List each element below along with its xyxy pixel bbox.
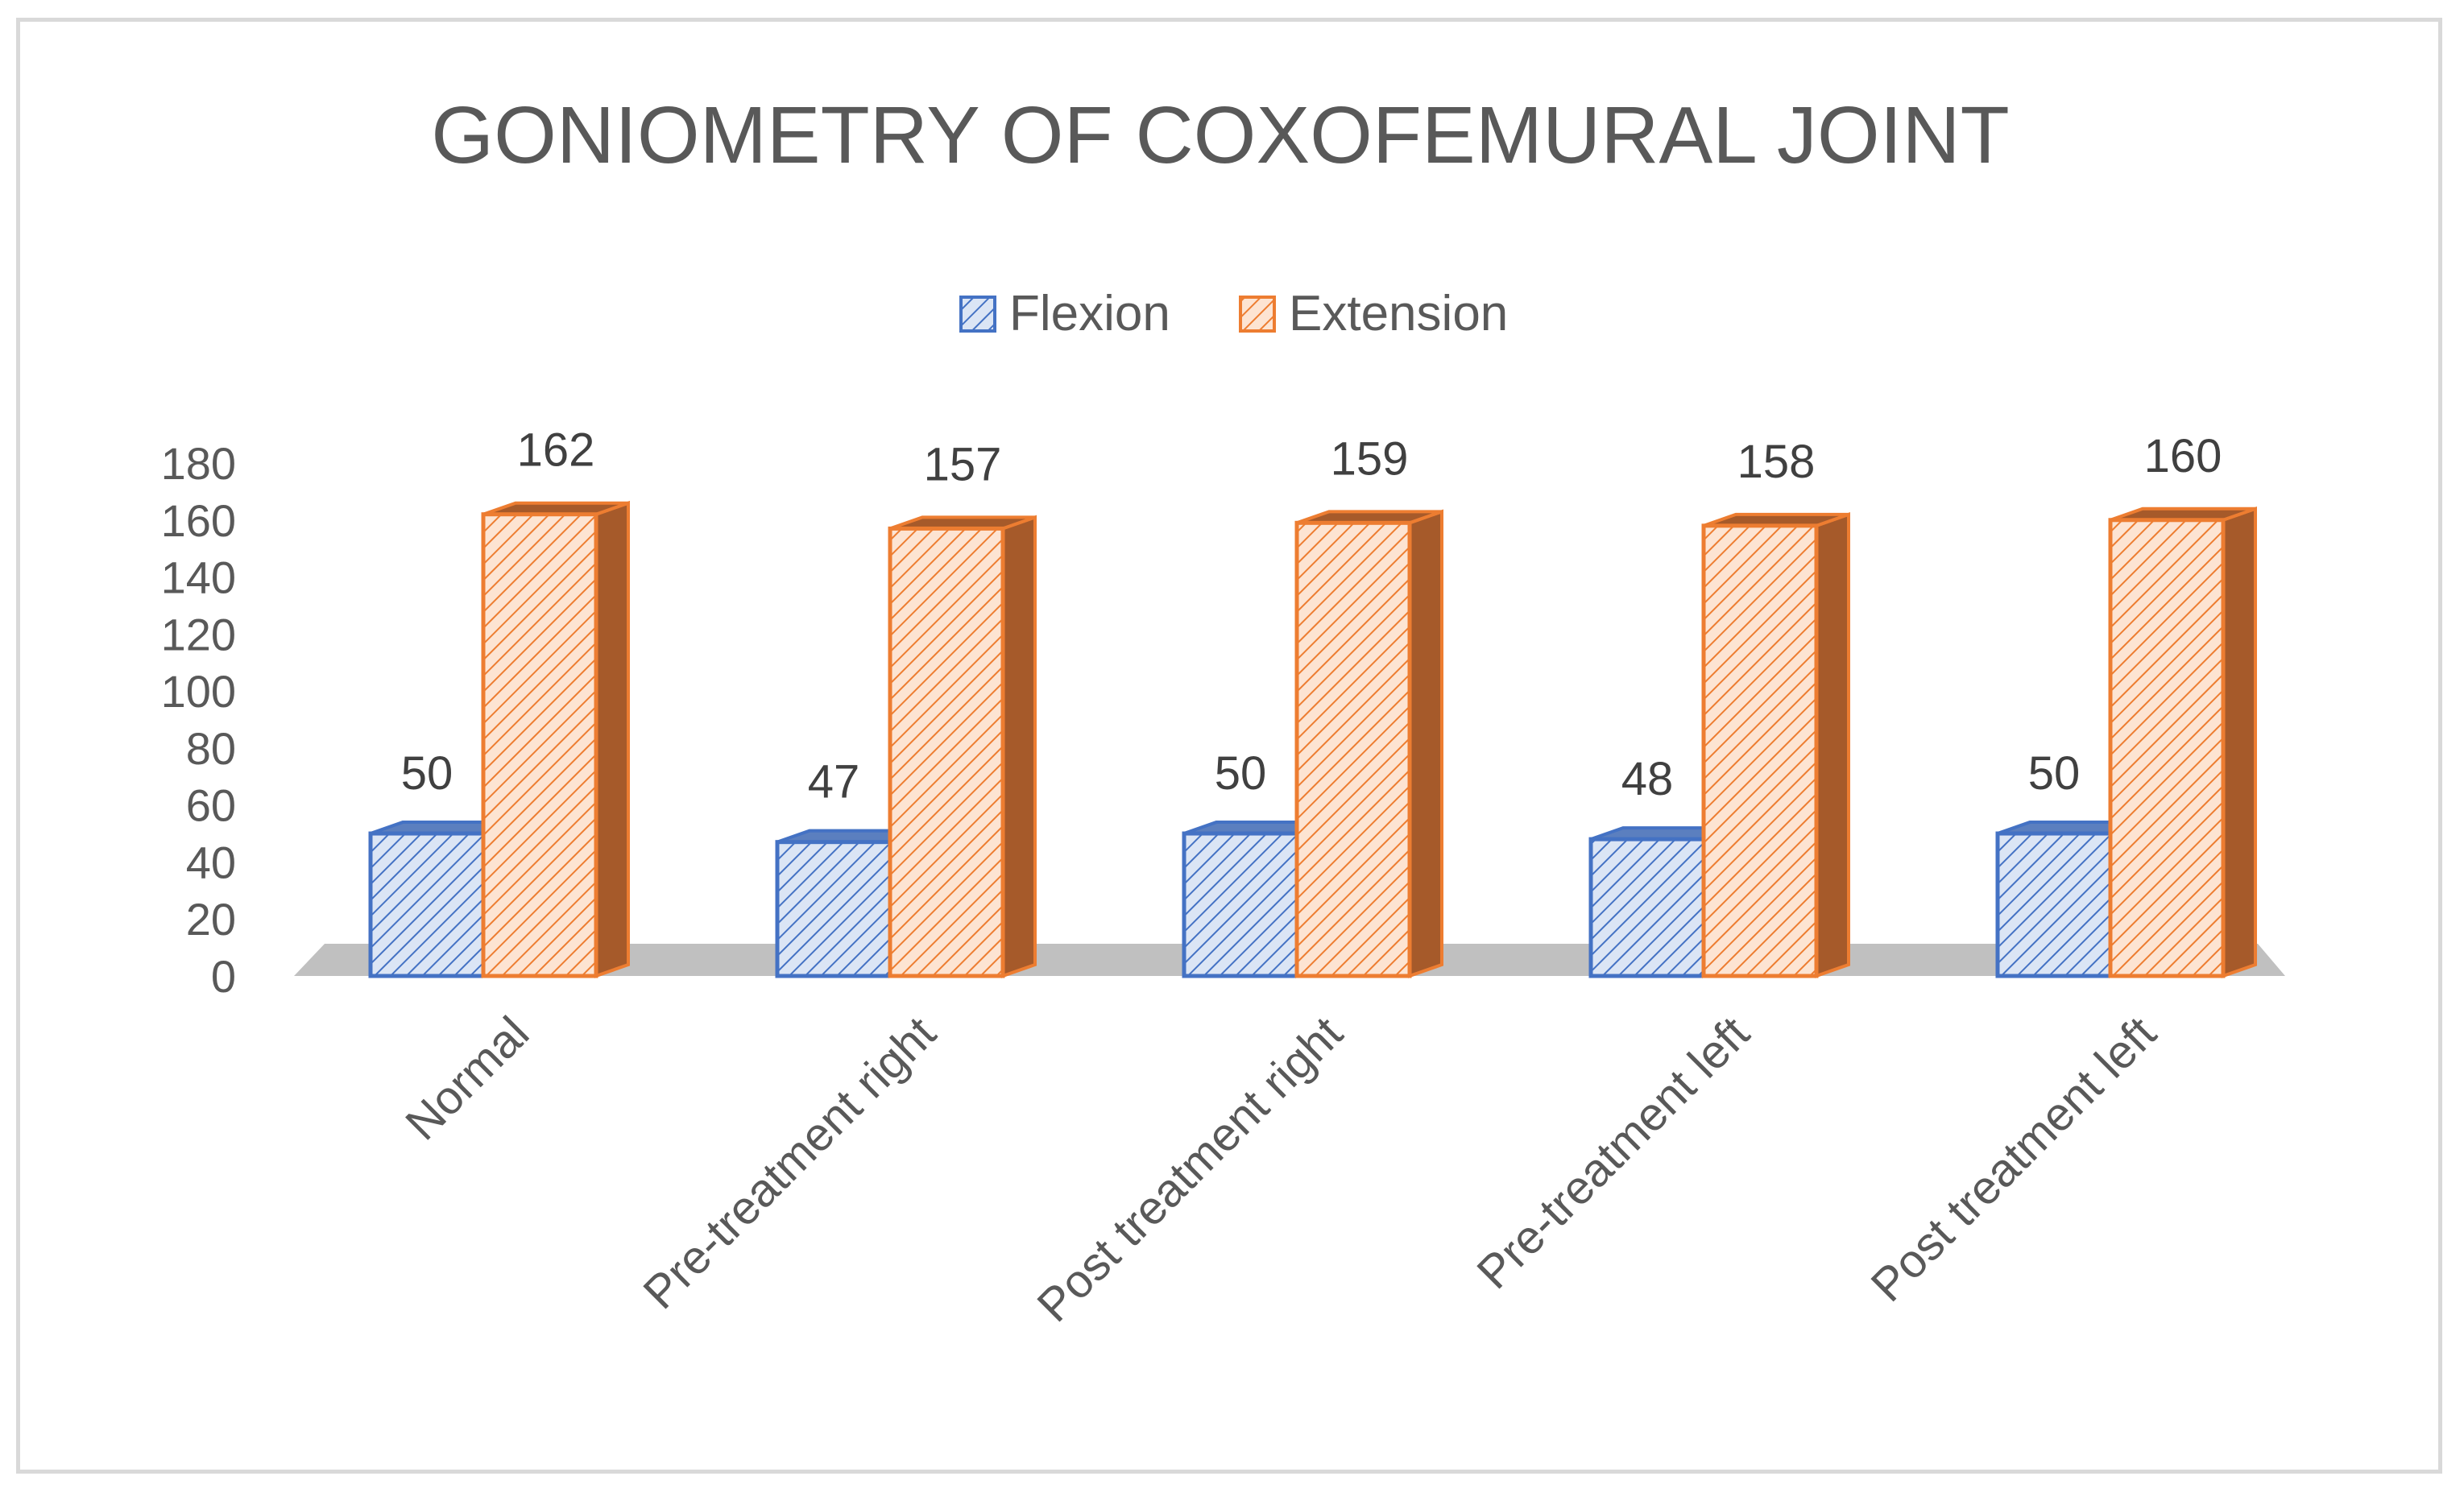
x-tick-label: Post treatment left: [1861, 1007, 2166, 1312]
y-tick-label: 0: [211, 951, 236, 1002]
y-axis: 0 20 40 60 80 100 120 140 160 180: [161, 438, 236, 1002]
bar-front: [1701, 523, 1819, 978]
bar-extension-3: [1701, 512, 1850, 978]
x-tick-label: Normal: [395, 1007, 539, 1150]
legend-swatch-flexion: [959, 296, 996, 333]
chart-title: GONIOMETRY OF COXOFEMURAL JOINT: [431, 90, 2009, 180]
legend-swatch-extension: [1239, 296, 1276, 333]
bar-front: [368, 831, 486, 978]
legend: Flexion Extension: [959, 286, 1508, 341]
chart-frame: GONIOMETRY OF COXOFEMURAL JOINT Flexion …: [16, 18, 2442, 1474]
value-label-extension-4: 160: [2144, 430, 2222, 482]
x-tick-label: Pre-treatment right: [633, 1007, 946, 1319]
x-tick-label: Post treatment right: [1027, 1007, 1352, 1332]
y-tick-label: 140: [161, 552, 236, 603]
value-labels: 50 162 47 157 50 159 48 158 50 160: [401, 424, 2222, 808]
bar-front: [1294, 520, 1412, 978]
bar-front: [481, 512, 598, 978]
value-label-flexion-1: 47: [808, 756, 860, 808]
legend-label-flexion: Flexion: [1009, 286, 1170, 341]
value-label-flexion-3: 48: [1621, 753, 1674, 805]
legend-label-extension: Extension: [1289, 286, 1508, 341]
bar-side: [2222, 506, 2257, 978]
value-label-flexion-0: 50: [401, 747, 453, 800]
value-label-flexion-4: 50: [2028, 747, 2081, 800]
y-tick-label: 80: [186, 723, 236, 774]
bar-side: [1001, 515, 1037, 978]
y-tick-label: 100: [161, 666, 236, 717]
y-tick-label: 160: [161, 495, 236, 546]
chart-svg: GONIOMETRY OF COXOFEMURAL JOINT Flexion …: [161, 90, 2285, 1332]
bar-front: [775, 840, 892, 978]
y-tick-label: 60: [186, 780, 236, 831]
x-axis: Normal Pre-treatment right Post treatment …: [395, 1007, 2166, 1332]
bar-side: [594, 500, 630, 978]
bar-front: [1588, 837, 1706, 978]
bar-front: [1995, 831, 2113, 978]
bar-side: [1815, 512, 1850, 978]
x-tick-label: Pre-treatment left: [1467, 1007, 1759, 1299]
bar-extension-0: [481, 500, 630, 978]
value-label-flexion-2: 50: [1215, 747, 1267, 800]
bar-front: [2108, 518, 2226, 978]
y-tick-label: 120: [161, 609, 236, 660]
value-label-extension-3: 158: [1737, 436, 1816, 488]
y-tick-label: 20: [186, 894, 236, 945]
bar-extension-4: [2108, 506, 2257, 978]
y-tick-label: 180: [161, 438, 236, 489]
bar-front: [1182, 831, 1299, 978]
bar-side: [1408, 509, 1443, 978]
bar-extension-2: [1294, 509, 1443, 978]
value-label-extension-0: 162: [517, 424, 595, 477]
bar-extension-1: [888, 515, 1037, 978]
bar-front: [888, 526, 1005, 978]
value-label-extension-1: 157: [924, 438, 1002, 490]
y-tick-label: 40: [186, 837, 236, 887]
value-label-extension-2: 159: [1331, 432, 1409, 485]
bars: [368, 500, 2257, 978]
